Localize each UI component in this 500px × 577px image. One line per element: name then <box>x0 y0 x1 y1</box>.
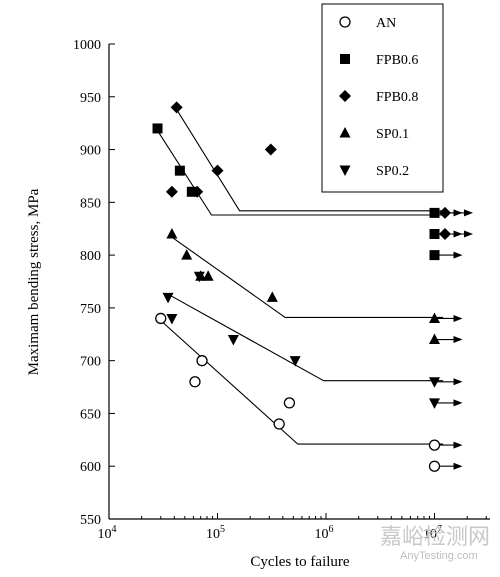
legend-marker <box>339 165 351 176</box>
y-tick-label: 950 <box>80 91 101 106</box>
data-point <box>162 292 174 304</box>
runout-arrows <box>428 206 474 472</box>
runout-marker <box>429 250 440 261</box>
data-point <box>181 249 193 260</box>
legend-label: SP0.1 <box>376 127 409 142</box>
legend-label: FPB0.6 <box>376 53 418 68</box>
x-tick-label: 107 <box>423 524 442 542</box>
runout-arrow-head <box>453 462 463 470</box>
data-point <box>155 312 167 325</box>
fit-lines <box>157 109 444 445</box>
y-tick-label: 850 <box>80 196 101 211</box>
fit-line <box>160 320 444 445</box>
runout-marker <box>429 312 440 323</box>
x-ticks: 104 105 106 107 <box>98 513 487 542</box>
runout-marker <box>428 439 441 451</box>
runout-arrow-head <box>453 251 463 259</box>
runout-arrow-head <box>464 230 474 238</box>
fit-line <box>167 293 444 382</box>
y-tick-label: 700 <box>80 355 101 370</box>
data-point <box>266 291 278 302</box>
legend-label: SP0.2 <box>376 164 409 179</box>
y-tick-label: 650 <box>80 407 101 422</box>
y-tick-label: 800 <box>80 249 101 264</box>
data-point <box>211 164 224 177</box>
runout-marker <box>439 228 452 240</box>
data-point <box>166 228 178 239</box>
y-tick-label: 750 <box>80 302 101 317</box>
x-axis-title: Cycles to failure <box>250 554 349 570</box>
data-markers <box>152 101 301 430</box>
watermark-en: AnyTesting.com <box>400 550 478 562</box>
fit-line <box>176 109 444 212</box>
data-point <box>227 335 239 346</box>
runout-arrow-head <box>464 209 474 217</box>
legend-label: FPB0.8 <box>376 90 418 105</box>
legend-marker <box>339 90 351 102</box>
data-point <box>289 356 301 367</box>
data-point <box>189 376 201 388</box>
watermark-cn: 嘉峪检测网 <box>380 525 490 550</box>
x-tick-label: 106 <box>315 524 334 542</box>
runout-marker <box>429 377 440 388</box>
x-tick-label: 104 <box>98 524 117 542</box>
legend-marker <box>339 127 351 138</box>
data-point <box>191 185 204 198</box>
data-point <box>174 165 185 176</box>
legend-marker <box>340 54 350 64</box>
data-point <box>196 355 208 367</box>
fit-line <box>157 130 444 216</box>
fit-line <box>171 236 444 318</box>
y-axis-title: Maximam bending stress, MPa <box>26 188 42 375</box>
runout-marker <box>429 207 440 218</box>
data-point <box>193 271 205 283</box>
runout-marker <box>439 206 452 219</box>
runout-arrow-head <box>453 336 463 344</box>
runout-arrow-head <box>453 378 463 386</box>
data-point <box>165 185 178 198</box>
x-tick-label: 105 <box>206 524 225 542</box>
data-point <box>202 270 214 281</box>
runout-marker <box>429 229 440 239</box>
y-tick-label: 900 <box>80 144 101 159</box>
runout-marker <box>429 398 440 409</box>
legend: AN FPB0.6 FPB0.8 SP0.1 SP0.2 <box>321 3 444 193</box>
y-tick-label: 550 <box>80 513 101 528</box>
data-point <box>152 123 163 134</box>
data-point <box>166 313 178 325</box>
runout-marker <box>428 460 441 472</box>
data-point <box>170 101 183 114</box>
runout-arrow-head <box>453 399 463 407</box>
watermark: 嘉峪检测网 AnyTesting.com <box>380 525 490 562</box>
runout-marker <box>429 333 440 345</box>
y-tick-label: 600 <box>80 460 101 475</box>
y-tick-label: 1000 <box>73 38 101 53</box>
data-point <box>264 143 277 156</box>
runout-arrow-head <box>453 314 463 322</box>
legend-marker <box>339 16 351 28</box>
y-ticks: 550 600 650 700 750 800 850 900 950 1000 <box>73 38 115 528</box>
data-point <box>283 397 296 409</box>
legend-label: AN <box>376 16 396 31</box>
data-point <box>273 418 285 430</box>
runout-arrow-head <box>453 441 463 449</box>
